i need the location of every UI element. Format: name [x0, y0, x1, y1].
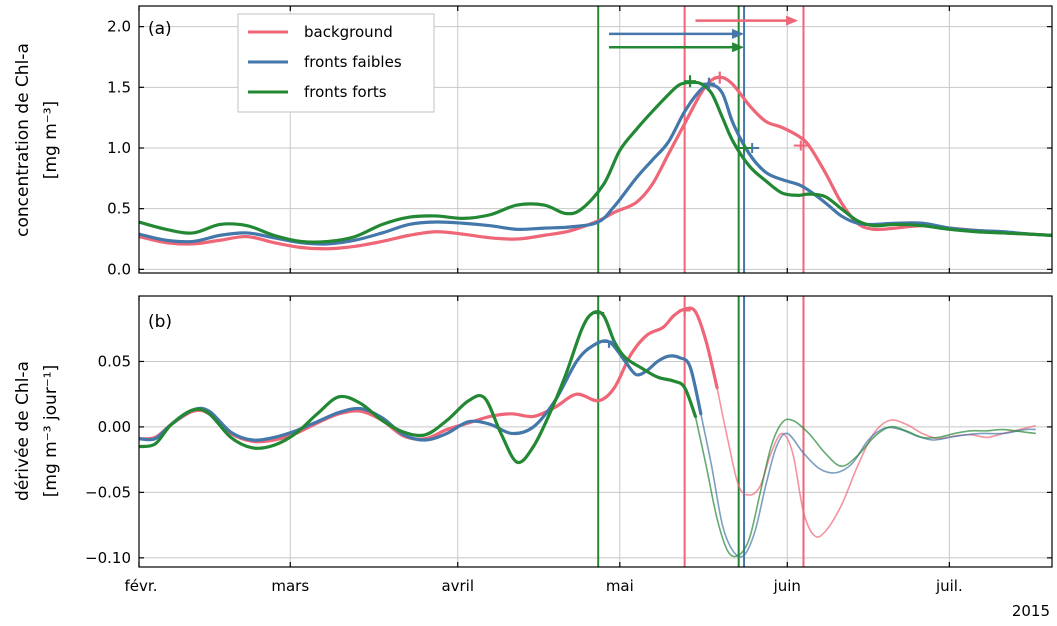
panel-a-markers — [684, 71, 808, 153]
x-tick-label-5: juil. — [935, 577, 963, 595]
panel-b: −0.10 −0.05 0.00 0.05 (b) dérivée de Chl-a … — [13, 295, 1053, 568]
panel-b-markers — [592, 309, 691, 348]
panel-a-ylabel-line1: concentration de Chl-a — [13, 43, 33, 237]
panel-a-ytick-label-4: 2.0 — [107, 18, 131, 36]
series-line-background — [139, 75, 1052, 251]
legend: background fronts faibles fronts forts — [237, 13, 435, 113]
x-tick-label-4: juin — [773, 577, 801, 595]
series-line-fronts-forts-thin — [694, 416, 1036, 558]
panel-a-ytick-label-3: 1.5 — [107, 78, 131, 96]
panel-b-y-axis-label: dérivée de Chl-a [mg m⁻³ jour⁻¹] — [13, 361, 61, 501]
panel-b-vertical-lines — [597, 296, 805, 567]
panel-b-series — [139, 306, 1036, 558]
panel-b-x-ticks — [138, 296, 950, 567]
panel-a-ytick-label-2: 1.0 — [107, 139, 131, 157]
panel-a-arrows — [609, 15, 799, 53]
panel-b-label: (b) — [148, 312, 172, 332]
panel-b-frame — [138, 295, 1053, 568]
panel-a-ylabel-line2: [mg m⁻³] — [41, 101, 61, 179]
series-line-background-thin — [716, 387, 1036, 538]
panel-a-x-ticks — [138, 6, 950, 273]
panel-a-y-ticks: 0.0 0.5 1.0 1.5 2.0 — [107, 18, 1052, 278]
panel-b-ytick-label-2: 0.00 — [98, 418, 131, 436]
panel-b-ylabel-line1: dérivée de Chl-a — [13, 361, 33, 501]
arrow-background-head — [786, 15, 799, 26]
legend-label-fronts-faibles: fronts faibles — [304, 53, 402, 71]
arrow-fronts-forts-head — [732, 42, 745, 53]
panel-b-background — [139, 296, 1052, 567]
panel-b-ylabel-line2: [mg m⁻³ jour⁻¹] — [41, 365, 61, 497]
panel-a-y-axis-label: concentration de Chl-a [mg m⁻³] — [13, 43, 61, 237]
panel-a-series — [139, 75, 1052, 251]
panel-a-label: (a) — [148, 19, 172, 39]
series-line-fronts-forts — [139, 80, 1052, 244]
legend-label-background: background — [304, 23, 393, 41]
x-axis-tick-labels: févr. mars avril mai juin juil. — [125, 577, 963, 595]
x-tick-label-3: mai — [606, 577, 634, 595]
x-axis-year-label: 2015 — [1012, 602, 1050, 620]
x-tick-label-1: mars — [271, 577, 309, 595]
panel-a-frame — [138, 5, 1053, 274]
panel-a-ytick-label-0: 0.0 — [107, 260, 131, 278]
x-tick-label-2: avril — [441, 577, 474, 595]
panel-b-grid — [139, 296, 1052, 567]
panel-b-ytick-label-1: −0.05 — [85, 483, 131, 501]
legend-label-fronts-forts: fronts forts — [304, 83, 387, 101]
panel-b-y-ticks: −0.10 −0.05 0.00 0.05 — [85, 352, 1052, 567]
series-line-fronts-forts — [139, 310, 698, 465]
panel-b-ytick-label-0: −0.10 — [85, 549, 131, 567]
x-tick-label-0: févr. — [125, 577, 158, 595]
panel-a-ytick-label-1: 0.5 — [107, 200, 131, 218]
panel-a: 0.0 0.5 1.0 1.5 2.0 (a) concentration de Chl… — [13, 5, 1053, 278]
series-line-fronts-faibles-thin — [700, 413, 1036, 558]
panel-b-ytick-label-3: 0.05 — [98, 352, 131, 370]
arrow-fronts-faibles-head — [732, 28, 745, 39]
